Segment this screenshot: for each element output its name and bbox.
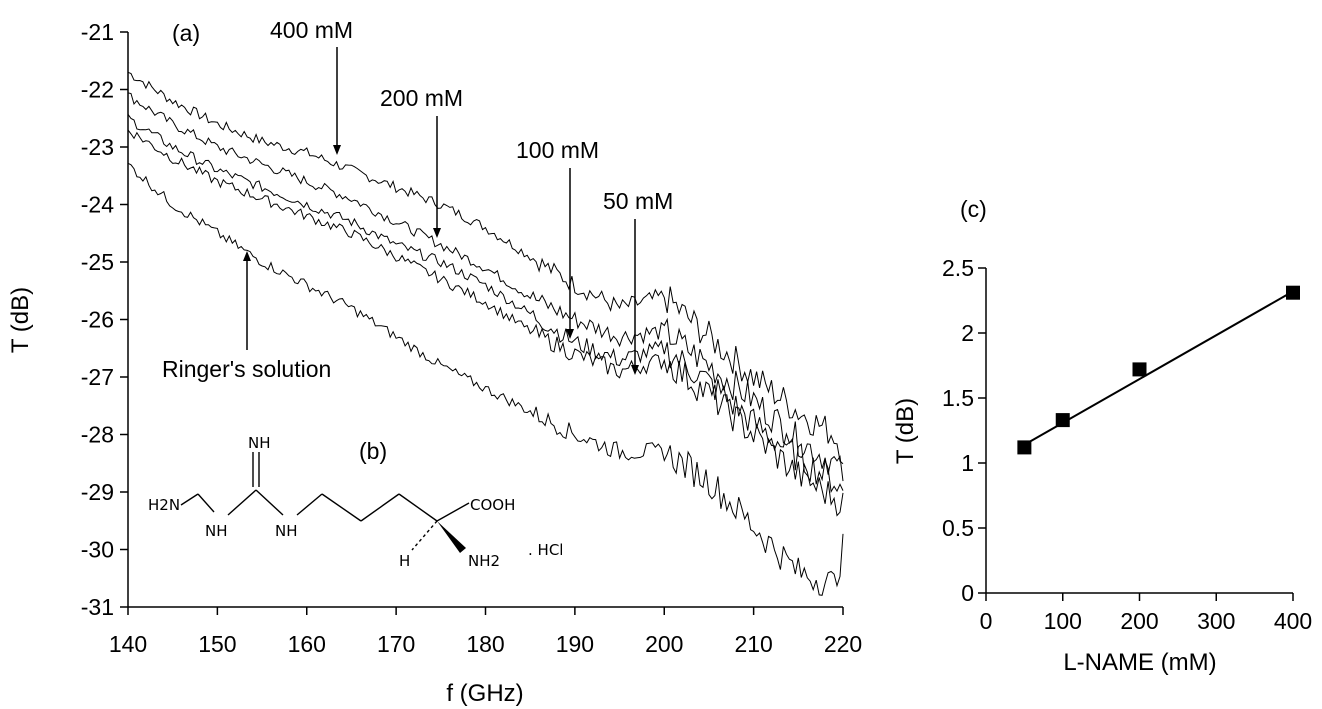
chem-bond xyxy=(227,489,257,516)
panel-a-x-tick-label: 190 xyxy=(556,631,594,657)
chem-label-nh-left: NH xyxy=(205,522,228,540)
arrowhead-100mm xyxy=(566,329,574,339)
panel-a-x-tick-label: 170 xyxy=(377,631,415,657)
chem-label-h: H xyxy=(399,552,410,570)
chem-bond xyxy=(180,493,199,506)
chem-bond xyxy=(296,493,323,516)
chem-bond xyxy=(398,493,438,522)
series-line-1 xyxy=(127,92,844,482)
data-point xyxy=(1286,285,1300,300)
panel-c-x-tick-label: 300 xyxy=(1197,608,1235,634)
annotation-200mm: 200 mM xyxy=(380,85,463,111)
chem-label-nh-top: NH xyxy=(248,434,271,452)
panel-c-y-tick-label: 0.5 xyxy=(942,515,974,541)
panel-c-y-tick-label: 1.5 xyxy=(942,385,974,411)
panel-a-x-tick-label: 150 xyxy=(198,631,236,657)
panel-a-y-tick-label: -25 xyxy=(81,249,114,275)
panel-a-x-tick-label: 160 xyxy=(288,631,326,657)
panel-c-y-tick-label: 0 xyxy=(961,580,974,606)
series-line-3 xyxy=(127,129,844,517)
chem-bond xyxy=(360,493,400,522)
panel-a-y-label: T (dB) xyxy=(7,287,34,353)
panel-b-structure: (b) NH H2N NH NH COOH H NH2 . HCl xyxy=(148,434,563,570)
panel-a-y-tick-label: -31 xyxy=(81,594,114,620)
panel-a-x-tick-label: 140 xyxy=(109,631,147,657)
panel-a-y-tick-label: -29 xyxy=(81,479,114,505)
panel-c-x-tick-label: 400 xyxy=(1274,608,1312,634)
annotation-100mm: 100 mM xyxy=(516,137,599,163)
annotation-ringer: Ringer's solution xyxy=(162,356,331,382)
data-point xyxy=(1017,440,1032,455)
series-line-4 xyxy=(127,162,844,596)
panel-a-y-tick-label: -22 xyxy=(81,77,114,103)
panel-c: 0 0.5 1 1.5 2 2.5 0 100 200 300 400 (c) L-NAME (m… xyxy=(892,196,1312,676)
panel-c-x-tick-label: 0 xyxy=(980,608,993,634)
panel-c-label: (c) xyxy=(960,196,987,222)
series-line-2 xyxy=(127,114,844,494)
data-point xyxy=(1132,362,1147,377)
arrowhead-50mm xyxy=(631,365,639,375)
chem-bond xyxy=(321,493,362,522)
panel-a-label: (a) xyxy=(172,20,200,46)
data-point xyxy=(1055,413,1070,428)
panel-a-x-label: f (GHz) xyxy=(446,680,523,707)
annotation-50mm: 50 mM xyxy=(603,188,673,214)
panel-a-y-tick-label: -23 xyxy=(81,134,114,160)
panel-c-x-tick-label: 100 xyxy=(1044,608,1082,634)
panel-c-y-tick-label: 2 xyxy=(961,320,974,346)
panel-a-y-tick-label: -21 xyxy=(81,19,114,45)
chem-label-cooh: COOH xyxy=(470,496,515,514)
chem-label-nh-right: NH xyxy=(275,522,298,540)
annotation-400mm: 400 mM xyxy=(270,17,353,43)
panel-c-y-tick-label: 2.5 xyxy=(942,255,974,281)
chem-label-hcl: . HCl xyxy=(528,541,563,559)
arrowhead-400mm xyxy=(333,145,341,155)
series-line-0 xyxy=(127,71,844,465)
chem-label-nh2: NH2 xyxy=(468,552,500,570)
chem-bond xyxy=(436,502,470,522)
panel-a-y-tick-label: -28 xyxy=(81,422,114,448)
panel-a-x-tick-label: 200 xyxy=(645,631,683,657)
panel-b-label: (b) xyxy=(359,438,387,464)
arrowhead-ringer xyxy=(243,251,251,261)
arrowhead-200mm xyxy=(433,228,441,238)
panel-a-y-tick-label: -27 xyxy=(81,364,114,390)
panel-a-x-tick-label: 210 xyxy=(734,631,772,657)
panel-a-x-tick-label: 220 xyxy=(824,631,862,657)
panel-c-x-tick-label: 200 xyxy=(1120,608,1158,634)
chem-label-h2n: H2N xyxy=(148,496,180,514)
panel-a-x-tick-label: 180 xyxy=(466,631,504,657)
chem-bond xyxy=(197,493,215,513)
chem-bond xyxy=(255,489,284,516)
panel-c-y-tick-label: 1 xyxy=(961,450,974,476)
panel-a: -21 -22 -23 -24 -25 -26 -27 -28 -29 -30 -31 140 150… xyxy=(7,17,862,707)
panel-a-y-tick-label: -30 xyxy=(81,537,114,563)
chem-bond-wedge xyxy=(437,521,466,553)
chem-bond-hashed xyxy=(411,520,438,551)
panel-a-y-tick-label: -24 xyxy=(81,192,114,218)
panel-a-y-tick-label: -26 xyxy=(81,307,114,333)
panel-c-y-label: T (dB) xyxy=(892,398,919,464)
panel-c-x-label: L-NAME (mM) xyxy=(1063,649,1216,676)
